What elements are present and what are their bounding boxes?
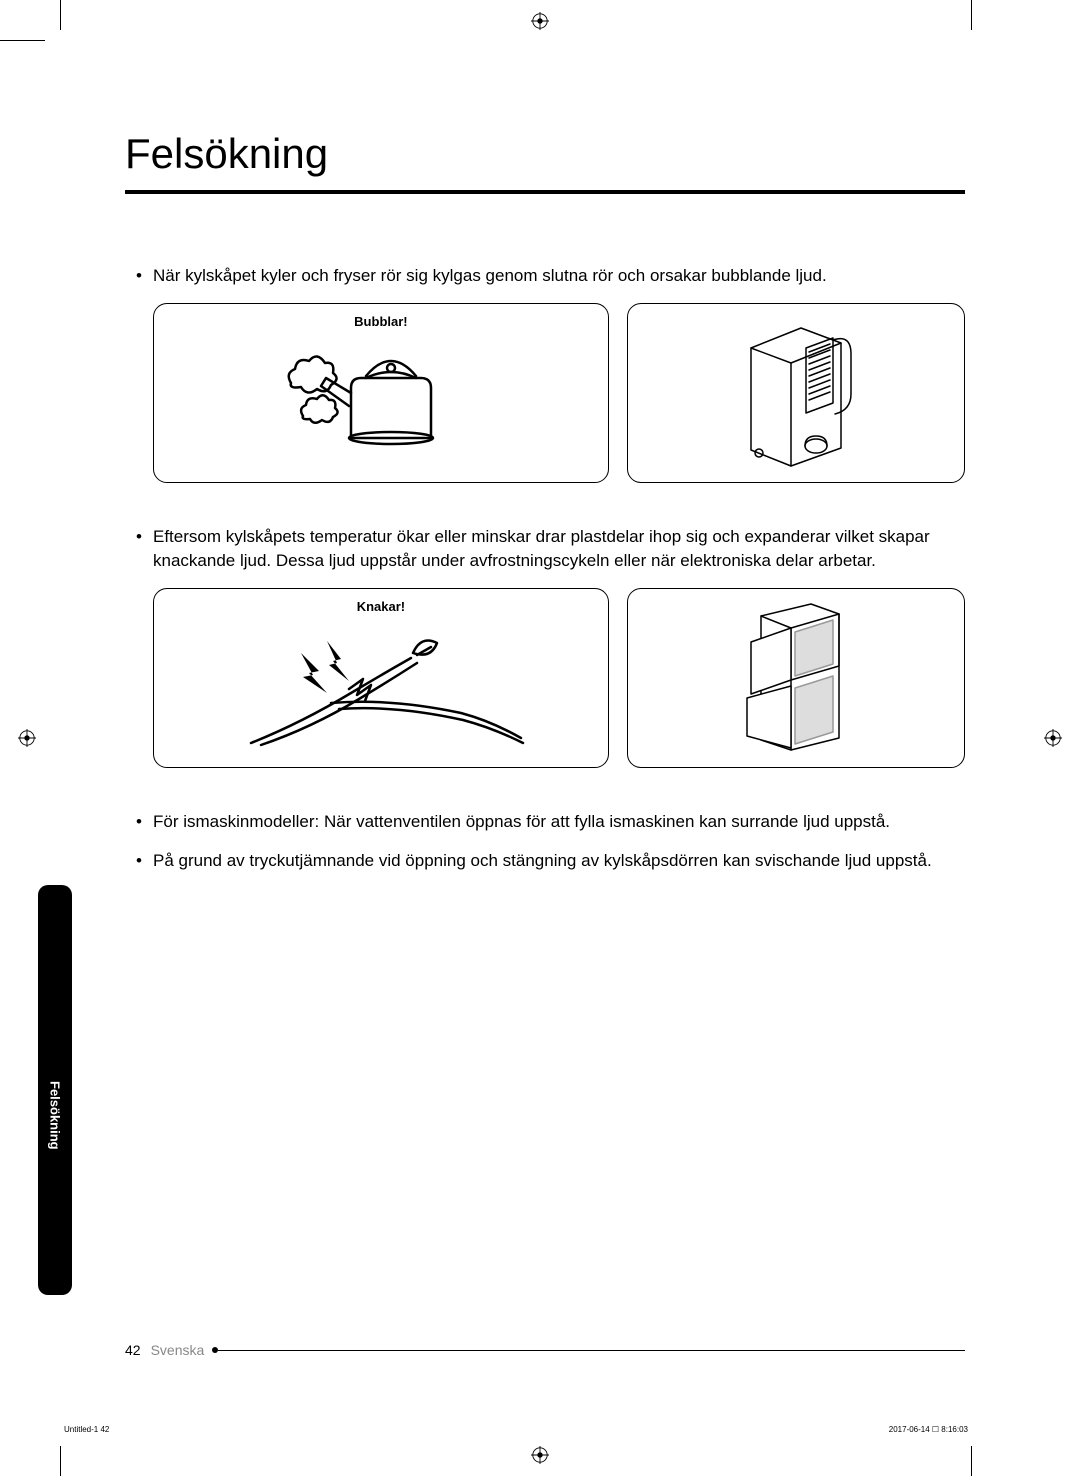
figure-label: Knakar!: [357, 599, 405, 614]
figure-label: Bubblar!: [354, 314, 407, 329]
title-rule: [125, 190, 965, 194]
page-content: Felsökning • När kylskåpet kyler och fry…: [125, 130, 965, 887]
print-meta-left: Untitled-1 42: [64, 1425, 109, 1434]
kettle-steam-icon: [271, 328, 491, 458]
figure-fridge-back: [627, 303, 965, 483]
fridge-coils-icon: [711, 318, 881, 468]
page-number: 42: [125, 1342, 141, 1358]
crop-mark: [60, 1446, 61, 1476]
bullet-text: För ismaskinmodeller: När vattenventilen…: [153, 810, 965, 835]
crop-mark: [971, 0, 972, 30]
footer-rule: [218, 1350, 965, 1351]
bullet-marker: •: [125, 525, 153, 574]
print-meta-right: 2017-06-14 ☐ 8:16:03: [889, 1425, 968, 1434]
bullet-text: På grund av tryckutjämnande vid öppning …: [153, 849, 965, 874]
figure-cracking: Knakar!: [153, 588, 609, 768]
registration-mark-icon: [531, 1446, 549, 1464]
bullet-item: • På grund av tryckutjämnande vid öppnin…: [125, 849, 965, 874]
registration-mark-icon: [1044, 729, 1062, 747]
crop-mark: [971, 1446, 972, 1476]
registration-mark-icon: [531, 12, 549, 30]
figure-fridge-open: [627, 588, 965, 768]
bullet-marker: •: [125, 264, 153, 289]
page-language: Svenska: [151, 1342, 205, 1358]
bullet-item: • Eftersom kylskåpets temperatur ökar el…: [125, 525, 965, 574]
section-tab-label: Felsökning: [48, 1031, 63, 1150]
registration-mark-icon: [18, 729, 36, 747]
bullet-item: • För ismaskinmodeller: När vattenventil…: [125, 810, 965, 835]
bullet-item: • När kylskåpet kyler och fryser rör sig…: [125, 264, 965, 289]
bullet-marker: •: [125, 810, 153, 835]
page-footer: 42 Svenska: [125, 1342, 965, 1358]
crop-mark: [0, 40, 45, 41]
bullet-text: När kylskåpet kyler och fryser rör sig k…: [153, 264, 965, 289]
fridge-open-icon: [721, 598, 871, 758]
crop-mark: [60, 0, 61, 30]
figure-bubbling: Bubblar!: [153, 303, 609, 483]
branch-crack-icon: [231, 603, 531, 753]
figure-row: Bubblar!: [153, 303, 965, 483]
bullet-text: Eftersom kylskåpets temperatur ökar elle…: [153, 525, 965, 574]
section-tab: Felsökning: [38, 885, 72, 1295]
bullet-marker: •: [125, 849, 153, 874]
figure-row: Knakar!: [153, 588, 965, 768]
page-title: Felsökning: [125, 130, 965, 178]
